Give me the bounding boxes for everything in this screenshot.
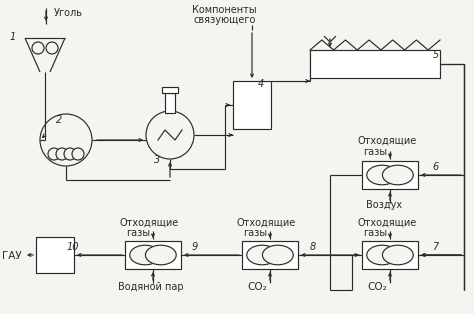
Ellipse shape	[383, 245, 413, 265]
Circle shape	[32, 42, 44, 54]
Text: Воздух: Воздух	[366, 200, 402, 210]
Ellipse shape	[247, 245, 278, 265]
Text: 10: 10	[67, 242, 80, 252]
Text: 3: 3	[154, 155, 160, 165]
Ellipse shape	[146, 245, 176, 265]
Text: CO₂: CO₂	[367, 282, 387, 292]
Text: Отходящие: Отходящие	[358, 218, 417, 228]
Bar	[310, 50, 440, 78]
Text: 8: 8	[310, 242, 316, 252]
Text: газы: газы	[243, 228, 267, 238]
Text: ГАУ: ГАУ	[2, 251, 22, 261]
Bar	[362, 241, 418, 269]
Ellipse shape	[367, 165, 398, 185]
Ellipse shape	[263, 245, 293, 265]
Text: Уголь: Уголь	[54, 8, 83, 18]
Circle shape	[40, 114, 92, 166]
Text: Водяной пар: Водяной пар	[118, 282, 183, 292]
Circle shape	[72, 148, 84, 160]
Text: газы: газы	[363, 147, 387, 157]
Text: CO₂: CO₂	[247, 282, 267, 292]
Ellipse shape	[130, 245, 161, 265]
Bar	[125, 241, 181, 269]
Text: Отходящие: Отходящие	[237, 218, 296, 228]
Text: газы: газы	[126, 228, 150, 238]
Text: 9: 9	[192, 242, 198, 252]
Bar	[233, 81, 271, 129]
Circle shape	[46, 42, 58, 54]
Ellipse shape	[383, 165, 413, 185]
Text: 7: 7	[432, 242, 438, 252]
Text: 4: 4	[258, 79, 264, 89]
Bar	[242, 241, 298, 269]
Circle shape	[146, 111, 194, 159]
Text: 6: 6	[432, 162, 438, 172]
Circle shape	[56, 148, 68, 160]
Bar	[162, 87, 178, 93]
Bar	[165, 93, 175, 113]
Bar	[362, 161, 418, 189]
Text: 2: 2	[56, 115, 62, 125]
Text: 1: 1	[10, 32, 16, 42]
Text: Отходящие: Отходящие	[120, 218, 179, 228]
Text: Отходящие: Отходящие	[358, 136, 417, 146]
Text: газы: газы	[363, 228, 387, 238]
Circle shape	[64, 148, 76, 160]
Ellipse shape	[367, 245, 398, 265]
Circle shape	[48, 148, 60, 160]
Text: 5: 5	[433, 50, 439, 60]
Text: Компоненты: Компоненты	[192, 5, 256, 15]
Bar	[36, 237, 74, 273]
Text: связующего: связующего	[194, 15, 256, 25]
